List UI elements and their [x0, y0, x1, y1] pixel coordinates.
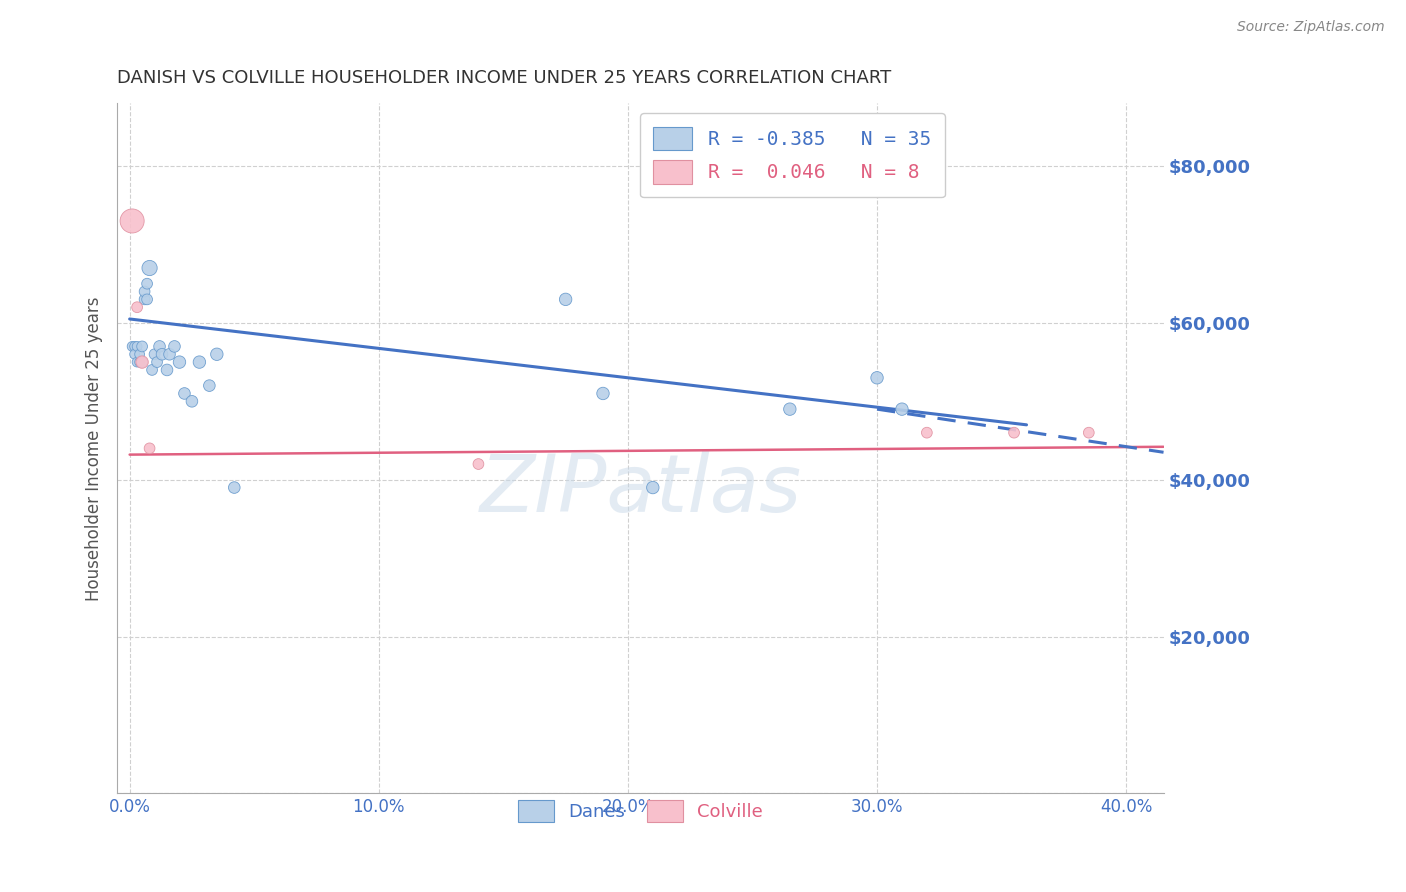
Point	[224, 481, 246, 495]
Point	[128, 347, 150, 361]
Point	[143, 347, 166, 361]
Point	[124, 339, 146, 353]
Point	[169, 355, 191, 369]
Text: Source: ZipAtlas.com: Source: ZipAtlas.com	[1237, 20, 1385, 34]
Point	[467, 457, 489, 471]
Text: ZIPatlas: ZIPatlas	[479, 450, 801, 529]
Point	[779, 402, 801, 417]
Point	[150, 347, 173, 361]
Legend: Danes, Colville: Danes, Colville	[506, 789, 773, 832]
Point	[205, 347, 228, 361]
Point	[198, 378, 221, 392]
Point	[131, 355, 153, 369]
Point	[124, 347, 146, 361]
Point	[1077, 425, 1099, 440]
Text: DANISH VS COLVILLE HOUSEHOLDER INCOME UNDER 25 YEARS CORRELATION CHART: DANISH VS COLVILLE HOUSEHOLDER INCOME UN…	[117, 69, 891, 87]
Point	[141, 363, 163, 377]
Point	[134, 293, 156, 307]
Point	[127, 355, 149, 369]
Point	[159, 347, 181, 361]
Point	[128, 355, 150, 369]
Point	[127, 300, 149, 314]
Point	[188, 355, 211, 369]
Point	[554, 293, 576, 307]
Point	[121, 214, 143, 228]
Point	[121, 339, 143, 353]
Point	[866, 371, 889, 385]
Point	[641, 481, 664, 495]
Point	[173, 386, 195, 401]
Point	[163, 339, 186, 353]
Point	[136, 277, 159, 291]
Point	[156, 363, 179, 377]
Point	[138, 260, 160, 275]
Point	[134, 285, 156, 299]
Point	[1002, 425, 1025, 440]
Point	[181, 394, 204, 409]
Point	[592, 386, 614, 401]
Y-axis label: Householder Income Under 25 years: Householder Income Under 25 years	[86, 296, 103, 600]
Point	[138, 442, 160, 456]
Point	[148, 339, 170, 353]
Point	[146, 355, 169, 369]
Point	[136, 293, 159, 307]
Point	[127, 339, 149, 353]
Point	[131, 339, 153, 353]
Point	[131, 355, 153, 369]
Point	[891, 402, 914, 417]
Point	[915, 425, 938, 440]
